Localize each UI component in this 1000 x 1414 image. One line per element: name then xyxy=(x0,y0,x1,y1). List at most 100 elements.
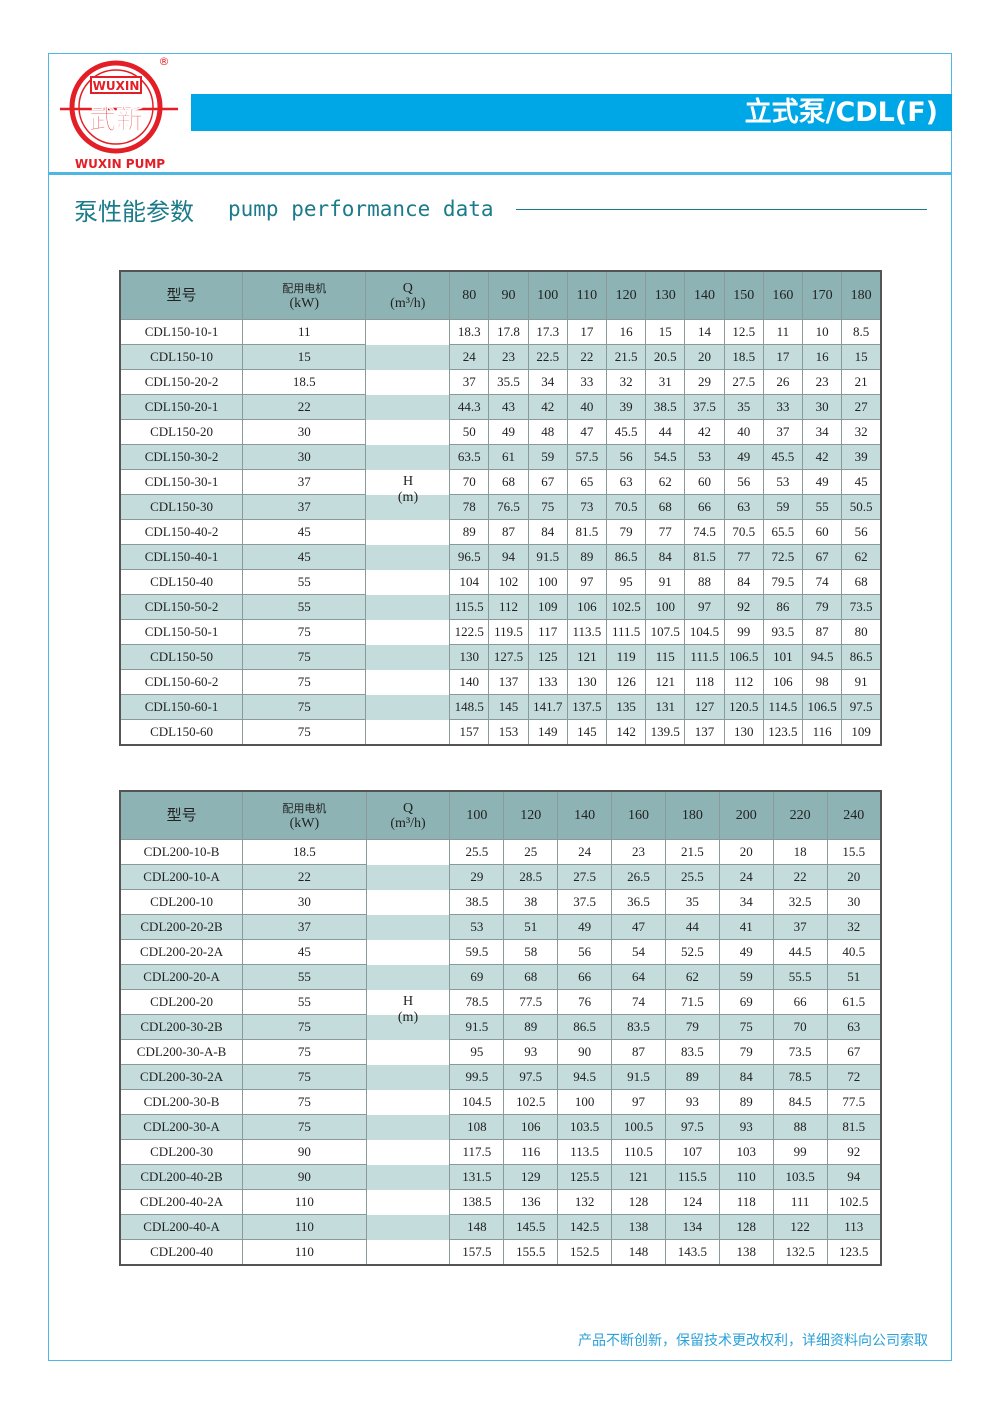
head-value-cell: 67 xyxy=(826,1039,882,1065)
head-value-cell: 81.5 xyxy=(684,544,725,570)
model-cell: CDL200-10-B xyxy=(119,839,244,865)
head-value-cell: 44 xyxy=(645,419,686,445)
head-value-cell: 128 xyxy=(718,1214,774,1240)
head-value-cell: 68 xyxy=(503,964,559,990)
head-value-cell: 77.5 xyxy=(826,1089,882,1115)
head-value-cell: 70 xyxy=(449,469,490,495)
title-banner: 立式泵/CDL(F) xyxy=(191,94,952,131)
head-value-cell: 32 xyxy=(826,914,882,940)
head-value-cell: 98 xyxy=(802,669,843,695)
head-value-cell: 116 xyxy=(802,719,843,746)
head-value-cell: 123.5 xyxy=(826,1239,882,1266)
model-cell: CDL200-20-2A xyxy=(119,939,244,965)
head-value-cell: 58 xyxy=(503,939,559,965)
head-value-cell: 61.5 xyxy=(826,989,882,1015)
head-value-cell: 14 xyxy=(684,319,725,345)
head-value-cell: 91.5 xyxy=(527,544,568,570)
head-value-cell: 76 xyxy=(557,989,613,1015)
head-value-cell: 59 xyxy=(762,494,804,520)
motor-power-cell: 55 xyxy=(242,989,367,1015)
head-value-cell: 102.5 xyxy=(503,1089,559,1115)
flow-header: Q (m³/h) xyxy=(365,270,451,320)
table-row: CDL150-60-1 75 148.5 145 141.7 137.5 135 131 127… xyxy=(119,694,882,720)
model-cell: CDL200-20-2B xyxy=(119,914,244,940)
head-value-cell: 92 xyxy=(826,1139,882,1165)
head-value-cell: 94.5 xyxy=(802,644,843,670)
performance-table-cdl150: 型号 配用电机 (kW) Q (m³/h) 80 90 100 110 120 130 140 150 1… xyxy=(119,270,882,746)
model-cell: CDL200-10-A xyxy=(119,864,244,890)
head-value-cell: 35 xyxy=(664,889,720,915)
head-value-cell: 67 xyxy=(802,544,843,570)
head-value-cell: 138.5 xyxy=(449,1189,505,1215)
head-value-cell: 54 xyxy=(611,939,666,965)
motor-power-cell: 37 xyxy=(242,914,367,940)
head-value-cell: 93 xyxy=(664,1089,720,1115)
model-cell: CDL150-20-1 xyxy=(119,394,244,420)
head-value-cell: 131.5 xyxy=(449,1164,505,1190)
motor-power-cell: 30 xyxy=(242,419,367,445)
table-row: CDL200-40 110 157.5 155.5 152.5 148 143.5 138 13… xyxy=(119,1239,882,1266)
head-value-cell: 44.5 xyxy=(772,939,828,965)
head-value-cell: 106 xyxy=(566,594,608,620)
head-value-cell: 11 xyxy=(762,319,804,345)
head-value-cell: 48 xyxy=(527,419,568,445)
head-value-cell: 84 xyxy=(527,519,568,545)
motor-power-cell: 75 xyxy=(242,1039,367,1065)
head-value-cell: 138 xyxy=(718,1239,774,1266)
head-value-cell: 107 xyxy=(664,1139,720,1165)
table-row: CDL200-40-2A 110 138.5 136 132 128 124 118 111 10… xyxy=(119,1189,882,1215)
spacer-cell xyxy=(365,694,451,720)
motor-power-cell: 75 xyxy=(242,669,367,695)
model-cell: CDL150-60 xyxy=(119,719,244,746)
head-value-cell: 53 xyxy=(449,914,505,940)
flow-column-header: 200 xyxy=(718,790,774,840)
head-value-cell: 20 xyxy=(718,839,774,865)
head-value-cell: 102 xyxy=(488,569,529,595)
spacer-cell xyxy=(365,839,451,865)
flow-column-header: 140 xyxy=(557,790,613,840)
flow-header: Q (m³/h) xyxy=(365,790,451,840)
spacer-cell xyxy=(365,719,451,745)
head-value-cell: 74 xyxy=(611,989,666,1015)
table-row: CDL200-10-B 18.5 25.5 25 24 23 21.5 20 18 15.5 xyxy=(119,839,882,865)
table-row: CDL200-30-A 75 108 106 103.5 100.5 97.5 93 88 81.… xyxy=(119,1114,882,1140)
head-value-cell: 26 xyxy=(762,369,804,395)
table-row: CDL200-30 90 117.5 116 113.5 110.5 107 103 99 92 xyxy=(119,1139,882,1165)
head-value-cell: 79 xyxy=(664,1014,720,1040)
flow-column-header: 90 xyxy=(488,270,529,320)
head-value-cell: 74.5 xyxy=(684,519,725,545)
head-value-cell: 88 xyxy=(684,569,725,595)
motor-power-cell: 75 xyxy=(242,619,367,645)
head-value-cell: 59.5 xyxy=(449,939,505,965)
head-value-cell: 68 xyxy=(488,469,529,495)
flow-column-header: 160 xyxy=(611,790,666,840)
head-value-cell: 101 xyxy=(762,644,804,670)
head-value-cell: 93 xyxy=(503,1039,559,1065)
head-value-cell: 102.5 xyxy=(605,594,647,620)
motor-header: 配用电机 (kW) xyxy=(242,790,367,840)
head-value-cell: 157.5 xyxy=(449,1239,505,1266)
head-value-cell: 73.5 xyxy=(772,1039,828,1065)
flow-column-header: 130 xyxy=(645,270,686,320)
head-value-cell: 27.5 xyxy=(557,864,613,890)
head-value-cell: 20 xyxy=(826,864,882,890)
head-value-cell: 69 xyxy=(449,964,505,990)
head-value-cell: 79 xyxy=(802,594,843,620)
head-value-cell: 148 xyxy=(611,1239,666,1266)
svg-text:WUXIN: WUXIN xyxy=(93,79,140,93)
spacer-cell xyxy=(365,1189,451,1215)
motor-power-cell: 110 xyxy=(242,1189,367,1215)
head-value-cell: 100.5 xyxy=(611,1114,666,1140)
head-value-cell: 115.5 xyxy=(664,1164,720,1190)
model-cell: CDL200-30-2A xyxy=(119,1064,244,1090)
head-value-cell: 110 xyxy=(718,1164,774,1190)
head-value-cell: 62 xyxy=(645,469,686,495)
head-value-cell: 86.5 xyxy=(605,544,647,570)
head-value-cell: 24 xyxy=(449,344,490,370)
head-value-cell: 140 xyxy=(449,669,490,695)
head-value-cell: 130 xyxy=(723,719,764,746)
head-value-cell: 38 xyxy=(503,889,559,915)
head-value-cell: 35 xyxy=(723,394,764,420)
table-row: CDL200-20-A 55 69 68 66 64 62 59 55.5 51 xyxy=(119,964,882,990)
model-cell: CDL150-40-2 xyxy=(119,519,244,545)
